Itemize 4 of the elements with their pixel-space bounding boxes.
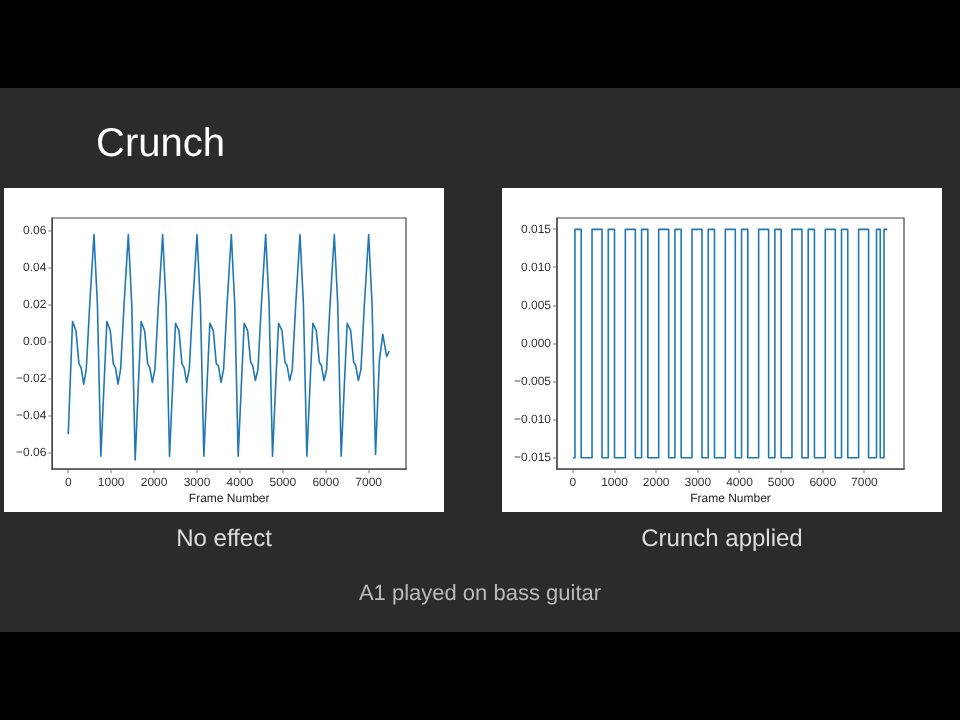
chart-title: Crunch	[96, 122, 225, 168]
text: No effect	[174, 524, 274, 552]
text: A1 played on bass guitar	[356, 582, 604, 606]
text: Crunch applied	[639, 524, 805, 552]
